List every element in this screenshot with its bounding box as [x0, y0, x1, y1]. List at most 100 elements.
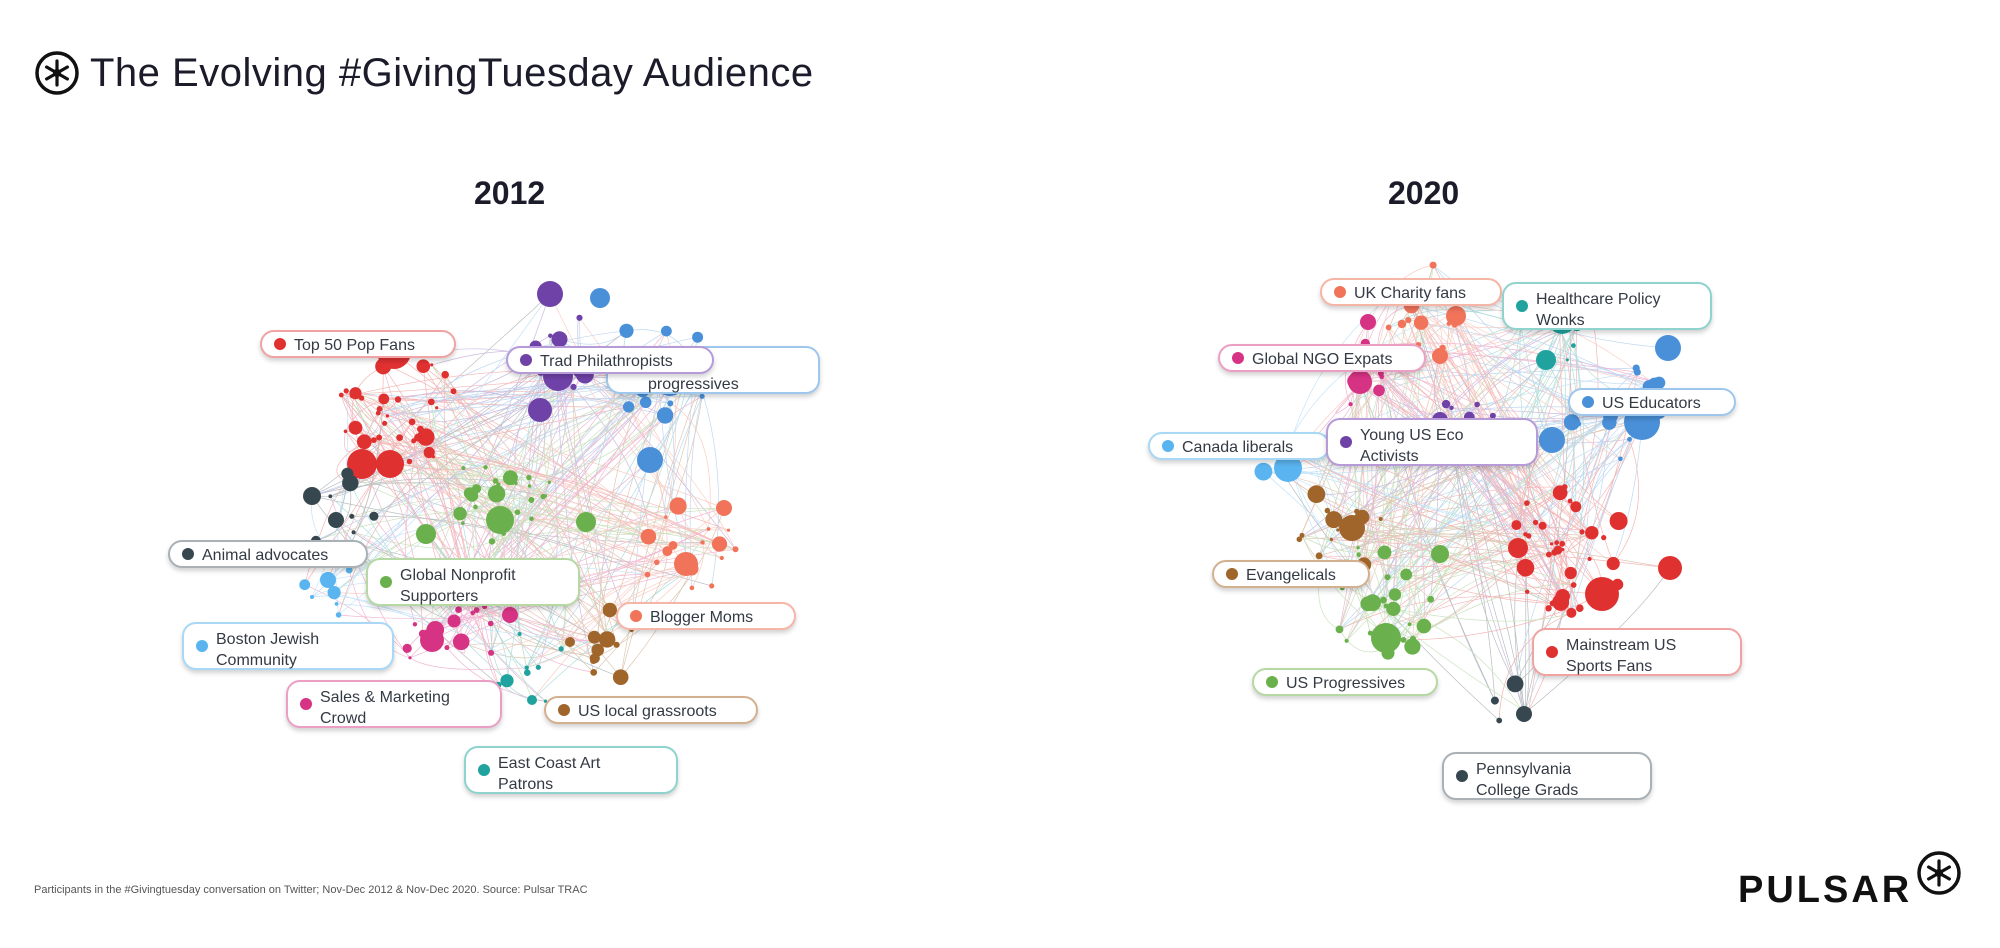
network-edge — [1310, 440, 1425, 627]
network-node — [1655, 335, 1681, 361]
network-edge — [1285, 322, 1422, 450]
cluster-label-pennsylvania-college-grads[interactable]: Pennsylvania College Grads — [1442, 752, 1652, 800]
network-node — [537, 281, 563, 307]
network-node — [501, 531, 506, 536]
cluster-label-text: Trad Philathropists — [540, 353, 673, 370]
network-node — [692, 331, 704, 343]
page-header: The Evolving #GivingTuesday Audience — [34, 48, 814, 98]
network-edge — [1363, 454, 1473, 565]
cluster-label-global-nonprofit-supporters[interactable]: Global Nonprofit Supporters — [366, 558, 580, 606]
network-edge — [1569, 321, 1585, 613]
network-node — [1356, 552, 1361, 557]
network-edge — [529, 485, 725, 514]
network-edge — [1552, 330, 1575, 604]
network-node — [1335, 625, 1344, 634]
network-edge — [431, 401, 658, 563]
network-edge — [1333, 519, 1671, 569]
network-node — [328, 494, 333, 499]
network-edge — [347, 473, 501, 521]
network-edge — [1516, 324, 1578, 526]
network-edge — [1395, 500, 1571, 643]
network-node — [435, 406, 439, 410]
network-edge — [311, 595, 436, 631]
network-edge — [1339, 373, 1383, 630]
network-edge — [461, 402, 646, 581]
network-node — [1506, 675, 1524, 693]
network-node — [502, 470, 518, 486]
network-edge — [1406, 486, 1565, 575]
network-node — [369, 511, 379, 521]
cluster-label-animal-advocates[interactable]: Animal advocates — [168, 540, 368, 568]
cluster-label-sales-marketing-crowd[interactable]: Sales & Marketing Crowd — [286, 680, 502, 728]
cluster-dot — [1516, 300, 1528, 312]
network-edge — [315, 510, 587, 542]
cluster-label-healthcare-policy-wonks[interactable]: Healthcare Policy Wonks — [1502, 282, 1712, 330]
network-edge — [569, 568, 692, 643]
network-edge — [353, 531, 493, 549]
network-node — [644, 571, 651, 578]
network-edge — [1408, 319, 1494, 416]
cluster-label-global-ngo-expats[interactable]: Global NGO Expats — [1218, 344, 1426, 372]
network-edge — [1351, 527, 1603, 595]
cluster-dot — [1582, 396, 1594, 408]
cluster-label-young-us-eco-activists[interactable]: Young US Eco Activists — [1326, 418, 1538, 466]
network-edge — [1318, 519, 1340, 630]
network-edge — [1412, 584, 1574, 639]
network-edge — [436, 391, 460, 411]
network-edge — [1418, 344, 1655, 385]
network-node — [1632, 364, 1640, 372]
network-node — [1658, 556, 1682, 580]
network-node — [547, 480, 551, 484]
network-edge — [477, 592, 499, 685]
network-edge — [1351, 371, 1388, 578]
cluster-label-boston-jewish-community[interactable]: Boston Jewish Community — [182, 622, 394, 670]
network-node — [656, 407, 674, 424]
network-edge — [1351, 502, 1528, 535]
network-node — [699, 393, 705, 399]
network-panel-2012: 2012 Top 50 Pop Fans MSNBC progressives … — [150, 170, 870, 810]
cluster-label-us-local-grassroots[interactable]: US local grassroots — [544, 696, 758, 724]
network-edge — [373, 439, 649, 538]
network-node — [1348, 402, 1353, 407]
network-edge — [1357, 524, 1517, 549]
cluster-label-us-progressives[interactable]: US Progressives — [1252, 668, 1438, 696]
network-edge — [1384, 550, 1574, 586]
cluster-label-uk-charity-fans[interactable]: UK Charity fans — [1320, 278, 1502, 306]
network-node — [473, 504, 478, 510]
network-edge — [1298, 323, 1425, 540]
network-node — [514, 481, 518, 485]
network-node — [1570, 582, 1577, 588]
network-edge — [431, 381, 556, 403]
network-edge — [460, 415, 666, 643]
network-node — [1609, 512, 1628, 530]
network-edge — [1346, 415, 1611, 642]
network-node — [1354, 509, 1370, 525]
cluster-label-east-coast-art-patrons[interactable]: East Coast Art Patrons — [464, 746, 678, 794]
cluster-label-us-educators[interactable]: US Educators — [1568, 388, 1736, 416]
network-edge — [341, 394, 587, 523]
network-node — [349, 513, 355, 519]
network-node — [622, 401, 635, 413]
network-edge — [472, 612, 594, 661]
network-edge — [584, 374, 736, 550]
network-edge — [1407, 282, 1525, 715]
network-node — [1386, 601, 1401, 616]
panel-year: 2020 — [1388, 175, 1460, 211]
network-node — [1378, 517, 1383, 521]
network-edge — [1362, 418, 1610, 518]
cluster-label-mainstream-us-sports-fans[interactable]: Mainstream US Sports Fans — [1532, 628, 1742, 676]
cluster-label-trad-philathropists[interactable]: Trad Philathropists — [506, 346, 714, 374]
network-edge — [631, 382, 661, 630]
cluster-label-evangelicals[interactable]: Evangelicals — [1212, 560, 1370, 588]
network-edge — [526, 366, 708, 668]
network-edge — [1346, 381, 1369, 569]
cluster-label-canada-liberals[interactable]: Canada liberals — [1148, 432, 1330, 460]
cluster-label-top-50-pop-fans[interactable]: Top 50 Pop Fans — [260, 330, 456, 358]
network-edge — [664, 396, 703, 518]
network-edge — [458, 609, 546, 702]
network-node — [1432, 348, 1448, 364]
network-node — [1526, 708, 1531, 713]
network-node — [1407, 622, 1412, 627]
cluster-label-blogger-moms[interactable]: Blogger Moms — [616, 602, 796, 630]
network-edge — [491, 530, 649, 542]
